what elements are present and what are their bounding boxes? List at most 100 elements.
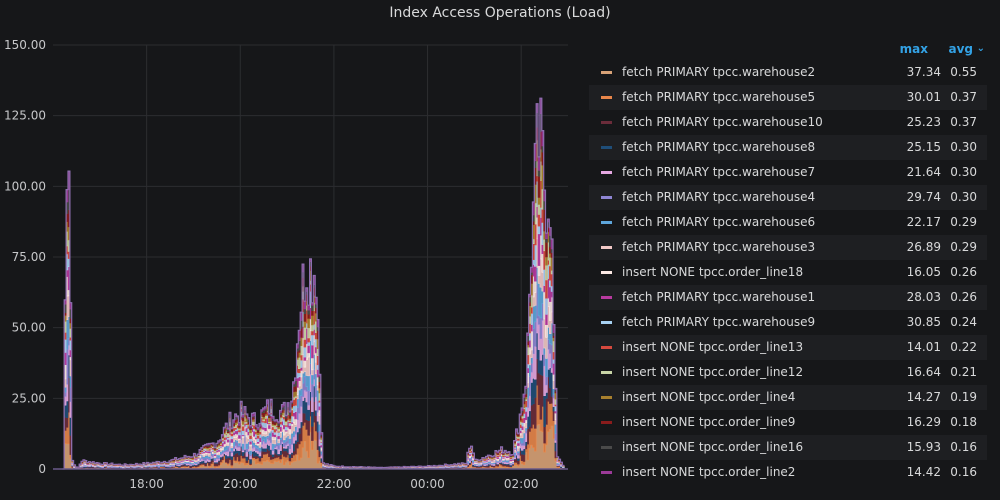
legend-swatch[interactable]	[601, 446, 612, 449]
legend-series-max: 22.17	[906, 215, 941, 229]
legend-series-max: 16.64	[906, 365, 941, 379]
legend-series-avg: 0.55	[950, 65, 977, 79]
legend-swatch[interactable]	[601, 296, 612, 299]
legend-item[interactable]: fetch PRIMARY tpcc.warehouse5 30.01 0.37	[589, 85, 987, 110]
total-outline	[62, 97, 565, 470]
legend-item[interactable]: insert NONE tpcc.order_line4 14.27 0.19	[589, 385, 987, 410]
y-tick-label: 125.00	[4, 109, 46, 123]
legend-series-max: 25.15	[906, 140, 941, 154]
legend-swatch[interactable]	[601, 121, 612, 124]
legend-swatch[interactable]	[601, 221, 612, 224]
legend-series-max: 28.03	[906, 290, 941, 304]
legend-item[interactable]: fetch PRIMARY tpcc.warehouse2 37.34 0.55	[589, 60, 987, 85]
legend-series-avg: 0.16	[950, 465, 977, 479]
legend-series-avg: 0.16	[950, 440, 977, 454]
legend-series-max: 21.64	[906, 165, 941, 179]
legend-swatch[interactable]	[601, 471, 612, 474]
legend: max avg ⌄ fetch PRIMARY tpcc.warehouse2 3…	[589, 40, 987, 485]
legend-series-max: 30.01	[906, 90, 941, 104]
legend-swatch[interactable]	[601, 371, 612, 374]
legend-series-name[interactable]: insert NONE tpcc.order_line9	[622, 415, 796, 429]
legend-series-avg: 0.26	[950, 265, 977, 279]
legend-series-max: 37.34	[906, 65, 941, 79]
legend-swatch[interactable]	[601, 396, 612, 399]
legend-item[interactable]: insert NONE tpcc.order_line13 14.01 0.22	[589, 335, 987, 360]
stacked-area-chart[interactable]: 0 25.00 50.00 75.00 100.00 125.00 150.00 18:00 2…	[0, 0, 580, 500]
legend-series-name[interactable]: fetch PRIMARY tpcc.warehouse10	[622, 115, 823, 129]
legend-series-name[interactable]: fetch PRIMARY tpcc.warehouse1	[622, 290, 816, 304]
legend-item[interactable]: fetch PRIMARY tpcc.warehouse10 25.23 0.37	[589, 110, 987, 135]
legend-swatch[interactable]	[601, 421, 612, 424]
legend-series-name[interactable]: fetch PRIMARY tpcc.warehouse3	[622, 240, 816, 254]
legend-item[interactable]: fetch PRIMARY tpcc.warehouse1 28.03 0.26	[589, 285, 987, 310]
legend-item[interactable]: fetch PRIMARY tpcc.warehouse7 21.64 0.30	[589, 160, 987, 185]
legend-swatch[interactable]	[601, 196, 612, 199]
legend-item[interactable]: insert NONE tpcc.order_line2 14.42 0.16	[589, 460, 987, 485]
legend-swatch[interactable]	[601, 146, 612, 149]
legend-series-avg: 0.37	[950, 90, 977, 104]
legend-series-max: 14.42	[906, 465, 941, 479]
legend-series-name[interactable]: fetch PRIMARY tpcc.warehouse5	[622, 90, 816, 104]
legend-swatch[interactable]	[601, 271, 612, 274]
legend-swatch[interactable]	[601, 321, 612, 324]
legend-series-name[interactable]: fetch PRIMARY tpcc.warehouse2	[622, 65, 816, 79]
legend-series-avg: 0.30	[950, 165, 977, 179]
legend-series-max: 30.85	[906, 315, 941, 329]
legend-item[interactable]: fetch PRIMARY tpcc.warehouse4 29.74 0.30	[589, 185, 987, 210]
legend-series-max: 14.27	[906, 390, 941, 404]
x-tick-label: 02:00	[504, 477, 539, 491]
legend-item[interactable]: insert NONE tpcc.order_line18 16.05 0.26	[589, 260, 987, 285]
legend-avg-header[interactable]: avg	[948, 42, 973, 56]
legend-series-avg: 0.29	[950, 240, 977, 254]
legend-series-avg: 0.30	[950, 140, 977, 154]
legend-series-name[interactable]: insert NONE tpcc.order_line12	[622, 365, 804, 379]
legend-series-name[interactable]: insert NONE tpcc.order_line18	[622, 265, 804, 279]
y-tick-label: 50.00	[12, 321, 46, 335]
legend-series-name[interactable]: fetch PRIMARY tpcc.warehouse8	[622, 140, 816, 154]
legend-series-max: 15.93	[906, 440, 941, 454]
x-tick-label: 20:00	[223, 477, 258, 491]
y-tick-label: 75.00	[12, 250, 46, 264]
legend-series-avg: 0.19	[950, 390, 977, 404]
legend-item[interactable]: fetch PRIMARY tpcc.warehouse9 30.85 0.24	[589, 310, 987, 335]
legend-item[interactable]: insert NONE tpcc.order_line9 16.29 0.18	[589, 410, 987, 435]
legend-series-name[interactable]: insert NONE tpcc.order_line13	[622, 340, 804, 354]
legend-header: max avg ⌄	[589, 40, 987, 60]
legend-series-avg: 0.26	[950, 290, 977, 304]
legend-item[interactable]: fetch PRIMARY tpcc.warehouse8 25.15 0.30	[589, 135, 987, 160]
y-tick-label: 100.00	[4, 179, 46, 193]
legend-item[interactable]: fetch PRIMARY tpcc.warehouse6 22.17 0.29	[589, 210, 987, 235]
legend-series-name[interactable]: fetch PRIMARY tpcc.warehouse9	[622, 315, 816, 329]
y-tick-label: 25.00	[12, 391, 46, 405]
legend-swatch[interactable]	[601, 71, 612, 74]
legend-swatch[interactable]	[601, 171, 612, 174]
legend-series-max: 16.29	[906, 415, 941, 429]
legend-item[interactable]: fetch PRIMARY tpcc.warehouse3 26.89 0.29	[589, 235, 987, 260]
legend-series-avg: 0.21	[950, 365, 977, 379]
legend-item[interactable]: insert NONE tpcc.order_line16 15.93 0.16	[589, 435, 987, 460]
y-tick-label: 150.00	[4, 38, 46, 52]
legend-series-max: 16.05	[906, 265, 941, 279]
legend-series-name[interactable]: fetch PRIMARY tpcc.warehouse7	[622, 165, 816, 179]
legend-series-avg: 0.24	[950, 315, 977, 329]
legend-series-name[interactable]: insert NONE tpcc.order_line2	[622, 465, 796, 479]
legend-series-avg: 0.22	[950, 340, 977, 354]
legend-series-name[interactable]: fetch PRIMARY tpcc.warehouse6	[622, 215, 816, 229]
chevron-down-icon[interactable]: ⌄	[976, 43, 985, 54]
panel-title[interactable]: Index Access Operations (Load)	[389, 5, 611, 21]
legend-series-name[interactable]: insert NONE tpcc.order_line16	[622, 440, 804, 454]
legend-series-name[interactable]: fetch PRIMARY tpcc.warehouse4	[622, 190, 816, 204]
legend-swatch[interactable]	[601, 246, 612, 249]
legend-swatch[interactable]	[601, 346, 612, 349]
legend-series-name[interactable]: insert NONE tpcc.order_line4	[622, 390, 796, 404]
legend-swatch[interactable]	[601, 96, 612, 99]
legend-series-max: 25.23	[906, 115, 941, 129]
y-tick-label: 0	[38, 462, 46, 476]
x-tick-label: 00:00	[410, 477, 445, 491]
legend-series-max: 26.89	[906, 240, 941, 254]
legend-series-avg: 0.18	[950, 415, 977, 429]
x-tick-label: 18:00	[129, 477, 164, 491]
legend-item[interactable]: insert NONE tpcc.order_line12 16.64 0.21	[589, 360, 987, 385]
legend-max-header[interactable]: max	[899, 42, 928, 56]
legend-series-avg: 0.37	[950, 115, 977, 129]
